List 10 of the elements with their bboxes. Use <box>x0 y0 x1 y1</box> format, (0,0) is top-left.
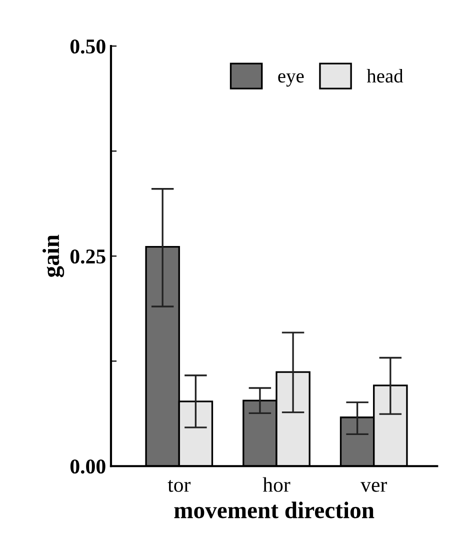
y-tick-label: 0.50 <box>70 39 106 54</box>
x-axis-title: movement direction <box>174 502 374 518</box>
legend-label: head <box>366 68 404 83</box>
x-tick-label: hor <box>262 477 290 492</box>
y-tick-label: 0.25 <box>70 249 106 264</box>
y-axis-title: gain <box>42 234 64 278</box>
x-tick-label: ver <box>360 482 387 492</box>
legend-label: eye <box>278 73 304 87</box>
text: 0.00 <box>70 459 106 474</box>
x-tick-label: tor <box>168 480 191 492</box>
